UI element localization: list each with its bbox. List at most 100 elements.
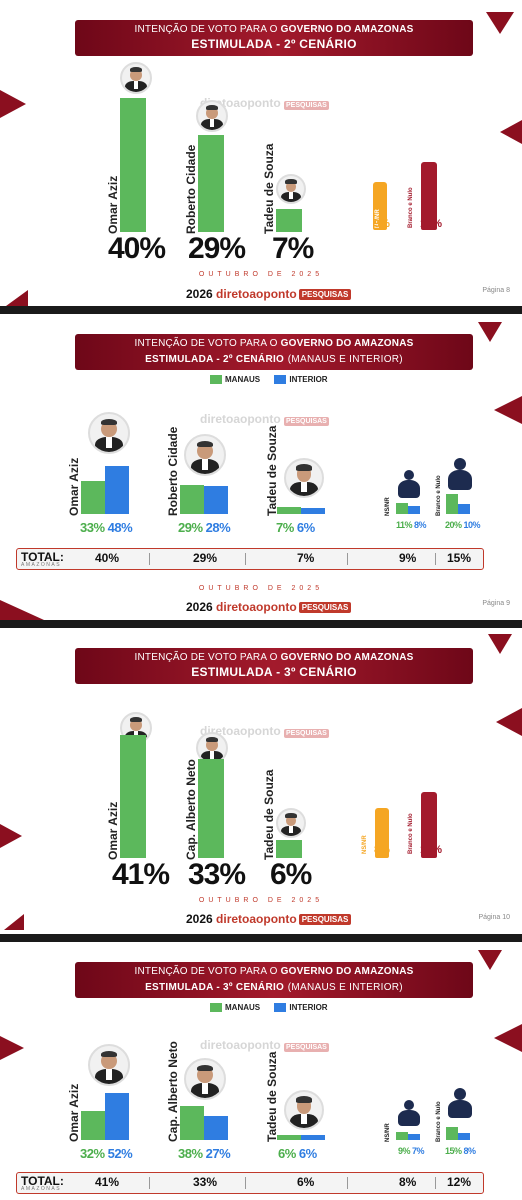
bar-interior-roberto-cidade [204, 486, 228, 514]
brand-logo: 2026 diretoaoponto PESQUISAS [186, 600, 356, 614]
branco-bottle-icon [421, 162, 437, 230]
nsnr-person-icon [398, 1100, 420, 1126]
decor-triangle [500, 120, 522, 144]
decor-triangle [6, 290, 28, 306]
decor-triangle [494, 396, 522, 424]
bar-manaus-branco-e-nulo [446, 1126, 458, 1140]
value-label: 7% [272, 232, 314, 265]
legend: MANAUS INTERIOR [210, 375, 340, 385]
value-label: 41% [112, 858, 170, 891]
candidate-photo-tadeu-de-souza [276, 174, 306, 204]
candidate-label: Roberto Cidade [184, 144, 198, 234]
total-row: TOTAL: AMAZONAS 40% 29% 7% 9% 15% [16, 548, 484, 570]
total-value: 9% [399, 551, 417, 565]
bar-roberto-cidade [198, 134, 224, 232]
nsnr-person-icon [398, 470, 420, 498]
candidate-photo-tadeu-de-souza [284, 1090, 324, 1130]
decor-triangle [488, 634, 512, 654]
candidate-label: Branco e Nulo [436, 1101, 442, 1142]
candidate-label: NS/NR [385, 497, 391, 516]
brand-logo: 2026 diretoaoponto PESQUISAS [186, 912, 356, 926]
candidate-photo-roberto-cidade [184, 434, 226, 476]
candidate-photo-omar-aziz [88, 1044, 130, 1086]
page-number: Página 10 [478, 914, 510, 921]
candidate-photo-omar-aziz [88, 412, 130, 454]
nsnr-bottle-icon [373, 182, 387, 230]
candidate-label: Omar Aziz [67, 1083, 81, 1142]
bar-manaus-ns-nr [396, 503, 408, 514]
branco-value: 15% [420, 218, 443, 230]
candidate-photo-cap-alberto-neto [184, 1058, 226, 1100]
brand-watermark: diretoaoponto PESQUISAS [200, 412, 329, 426]
bar-manaus-tadeu-de-souza [277, 1134, 301, 1140]
decor-triangle [0, 824, 22, 848]
branco-bottle-icon [421, 792, 437, 858]
value-label: 29% [188, 232, 246, 265]
bar-manaus-cap-alberto-neto [180, 1105, 204, 1140]
value-pair: 6% 6% [278, 1146, 317, 1161]
candidate-label: Cap. Alberto Neto [184, 759, 198, 860]
branco-label: Branco e Nulo [408, 813, 414, 854]
candidate-label: Cap. Alberto Neto [166, 1041, 180, 1142]
value-pair: 7% 6% [276, 520, 315, 535]
branco-value: 12% [420, 844, 443, 856]
value-pair: 38% 27% [178, 1146, 231, 1161]
slide-page-9: INTENÇÃO DE VOTO PARA O GOVERNO DO AMAZO… [0, 314, 522, 620]
bar-omar-aziz [120, 98, 146, 232]
candidate-photo-tadeu-de-souza [276, 808, 306, 838]
total-value: 8% [399, 1175, 417, 1189]
bar-manaus-omar-aziz [81, 1111, 105, 1140]
brand-logo: 2026 diretoaoponto PESQUISAS [186, 287, 356, 301]
decor-triangle [0, 600, 44, 620]
slide-page-11: INTENÇÃO DE VOTO PARA O GOVERNO DO AMAZO… [0, 942, 522, 1200]
value-pair: 33% 48% [80, 520, 133, 535]
legend: MANAUS INTERIOR [210, 1003, 340, 1013]
decor-triangle [0, 1036, 24, 1060]
brand-watermark: diretoaoponto PESQUISAS [200, 1038, 329, 1052]
value-pair: 15% 8% [445, 1146, 476, 1156]
bar-manaus-branco-e-nulo [446, 494, 458, 514]
candidate-label: Omar Aziz [106, 175, 120, 234]
bar-interior-branco-e-nulo [458, 504, 470, 514]
candidate-photo-tadeu-de-souza [284, 458, 324, 498]
chart-title: INTENÇÃO DE VOTO PARA O GOVERNO DO AMAZO… [75, 334, 473, 370]
value-pair: 11% 8% [396, 520, 427, 530]
candidate-label: Omar Aziz [67, 457, 81, 516]
bar-interior-tadeu-de-souza [301, 508, 325, 514]
nsnr-value: 9% [374, 218, 390, 230]
bar-manaus-omar-aziz [81, 481, 105, 514]
value-pair: 20% 10% [445, 520, 481, 530]
survey-month: OUTUBRO DE 2025 [198, 585, 324, 592]
candidate-photo-roberto-cidade [196, 100, 228, 132]
page-number: Página 9 [482, 600, 510, 607]
total-value: 15% [447, 551, 472, 565]
bar-interior-cap-alberto-neto [204, 1115, 228, 1140]
branco-person-icon [448, 1088, 472, 1118]
candidate-label: Tadeu de Souza [265, 425, 279, 516]
chart-title: INTENÇÃO DE VOTO PARA O GOVERNO DO AMAZO… [75, 20, 473, 56]
branco-person-icon [448, 458, 472, 490]
bar-manaus-ns-nr [396, 1131, 408, 1140]
chart-title: INTENÇÃO DE VOTO PARA O GOVERNO DO AMAZO… [75, 962, 473, 998]
decor-triangle [494, 1024, 522, 1052]
value-label: 6% [270, 858, 312, 891]
value-pair: 29% 28% [178, 520, 231, 535]
bar-cap-alberto-neto [198, 759, 224, 858]
survey-month: OUTUBRO DE 2025 [198, 271, 324, 278]
value-label: 33% [188, 858, 246, 891]
bar-tadeu-de-souza [276, 840, 302, 858]
decor-triangle [0, 90, 26, 118]
bar-manaus-tadeu-de-souza [277, 507, 301, 514]
total-value: 41% [95, 1175, 120, 1189]
total-value: 40% [95, 551, 120, 565]
value-pair: 9% 7% [398, 1146, 425, 1156]
total-value: 29% [193, 551, 218, 565]
total-row: TOTAL: AMAZONAS 41% 33% 6% 8% 12% [16, 1172, 484, 1194]
total-value: 33% [193, 1175, 218, 1189]
nsnr-label: NS/NR [362, 835, 368, 854]
decor-triangle [486, 12, 514, 34]
value-label: 40% [108, 232, 166, 265]
candidate-photo-omar-aziz [120, 62, 152, 94]
slide-page-8: INTENÇÃO DE VOTO PARA O GOVERNO DO AMAZO… [0, 0, 522, 306]
candidate-photo-cap-alberto-neto [196, 732, 228, 764]
